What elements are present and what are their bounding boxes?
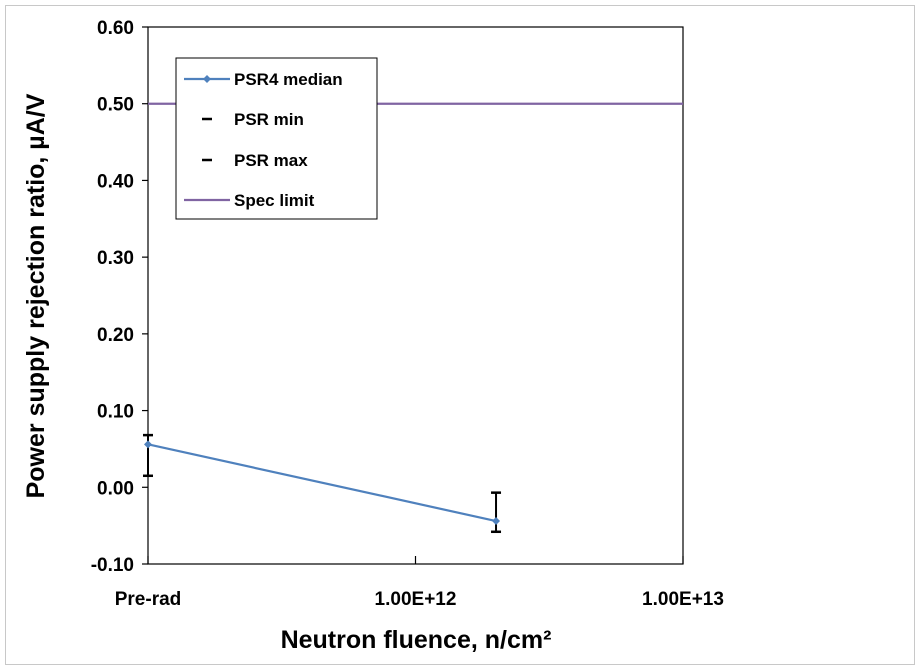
y-tick-label: 0.40 (97, 171, 134, 192)
psr4-median-point (492, 517, 501, 526)
x-axis-title: Neutron fluence, n/cm² (281, 626, 552, 654)
legend-label-spec-limit: Spec limit (234, 191, 315, 210)
y-tick-label: -0.10 (91, 555, 134, 576)
legend-box (175, 57, 378, 220)
legend-label-psr4-median: PSR4 median (234, 70, 343, 89)
y-tick-label: 0.00 (97, 478, 134, 499)
x-tick-label: 1.00E+13 (642, 589, 724, 610)
psr-chart: -0.10 0.00 0.10 0.20 0.30 0.40 0.50 0.60 Pre-ra… (22, 18, 724, 654)
legend: PSR4 median PSR min PSR max Spec limit (175, 57, 378, 220)
y-tick-label: 0.50 (97, 95, 134, 116)
y-tick-label: 0.10 (97, 402, 134, 423)
y-tick-label: 0.20 (97, 325, 134, 346)
y-axis: -0.10 0.00 0.10 0.20 0.30 0.40 0.50 0.60 (91, 18, 148, 576)
x-tick-label: 1.00E+12 (375, 589, 457, 610)
y-tick-label: 0.30 (97, 248, 134, 269)
y-tick-label: 0.60 (97, 18, 134, 39)
x-tick-label: Pre-rad (115, 589, 182, 610)
chart-frame: -0.10 0.00 0.10 0.20 0.30 0.40 0.50 0.60 Pre-ra… (5, 5, 915, 665)
x-axis: Pre-rad 1.00E+12 1.00E+13 (115, 556, 724, 610)
legend-label-psr-min: PSR min (234, 110, 304, 129)
y-axis-title: Power supply rejection ratio, µA/V (22, 93, 50, 498)
legend-label-psr-max: PSR max (234, 151, 308, 170)
psr4-median-line (147, 443, 497, 523)
legend-marker-psr4-median (203, 75, 211, 83)
psr4-median-point (144, 440, 152, 449)
